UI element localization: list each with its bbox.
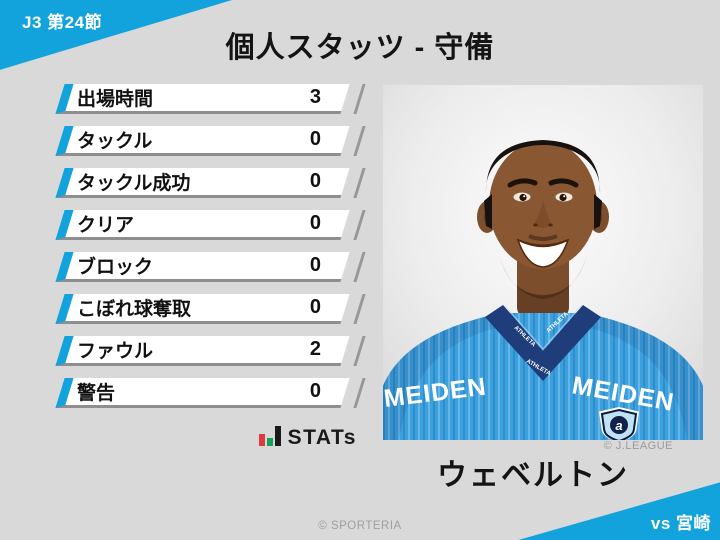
stat-value: 3 bbox=[309, 86, 321, 108]
stat-row-minutes: 出場時間 3 bbox=[60, 84, 345, 114]
stat-row-loose-ball-recoveries: こぼれ球奪取 0 bbox=[60, 294, 345, 324]
bar-chart-icon bbox=[258, 426, 281, 448]
stat-label: 警告 bbox=[77, 383, 116, 404]
photo-credit: © J.LEAGUE bbox=[603, 440, 673, 452]
player-portrait-illustration: ATHLETA ATHLETA ATHLETA bbox=[379, 85, 707, 443]
stat-label: ファウル bbox=[77, 341, 154, 362]
stat-row-yellow-cards: 警告 0 bbox=[60, 378, 345, 408]
opponent-badge-label: vs 宮崎 bbox=[650, 514, 711, 533]
stat-label: 出場時間 bbox=[77, 89, 154, 110]
stat-label: タックル bbox=[77, 131, 153, 152]
stat-row-blocks: ブロック 0 bbox=[60, 252, 345, 282]
stat-label: こぼれ球奪取 bbox=[77, 299, 192, 320]
stat-value: 0 bbox=[309, 212, 321, 234]
stat-row-tackles: タックル 0 bbox=[60, 126, 345, 156]
svg-text:a: a bbox=[615, 418, 622, 433]
footer-credit: © SPORTERIA bbox=[318, 520, 402, 532]
stat-value: 0 bbox=[309, 128, 321, 150]
stats-logo-text: STATs bbox=[287, 426, 357, 449]
page-title: 個人スタッツ - 守備 bbox=[225, 32, 495, 64]
stat-label: ブロック bbox=[77, 257, 154, 278]
stats-list: 出場時間 3 タックル 0 タックル成功 0 クリア 0 ブロック bbox=[60, 84, 345, 420]
stat-row-fouls: ファウル 2 bbox=[60, 336, 345, 366]
stat-value: 0 bbox=[309, 380, 321, 402]
player-name: ウェベルトン bbox=[437, 459, 629, 492]
round-badge-label: J3 第24節 bbox=[22, 13, 103, 32]
club-crest: a bbox=[599, 407, 639, 443]
stat-row-tackles-won: タックル成功 0 bbox=[60, 168, 345, 198]
player-photo: ATHLETA ATHLETA ATHLETA bbox=[379, 85, 707, 443]
stats-logo: STATs bbox=[60, 426, 357, 448]
stat-label: タックル成功 bbox=[77, 173, 191, 194]
stat-value: 0 bbox=[309, 296, 321, 318]
stat-label: クリア bbox=[77, 215, 135, 236]
stat-value: 2 bbox=[309, 338, 321, 360]
stat-value: 0 bbox=[309, 254, 321, 276]
stat-row-clearances: クリア 0 bbox=[60, 210, 345, 240]
stat-value: 0 bbox=[309, 170, 321, 192]
